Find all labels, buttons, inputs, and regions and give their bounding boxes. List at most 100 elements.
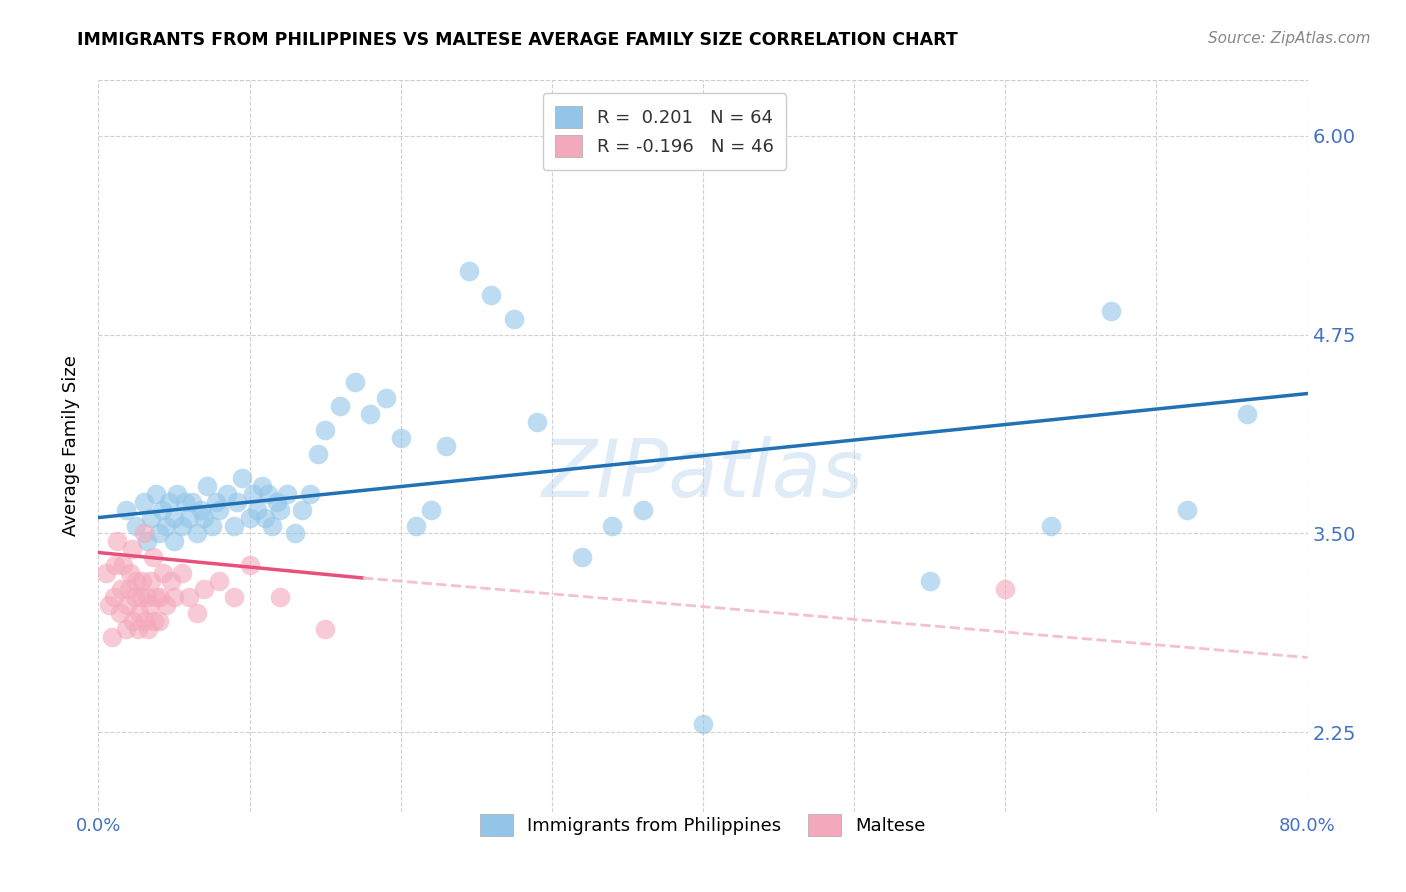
Point	[124, 590, 146, 604]
Point	[155, 518, 177, 533]
Point	[284, 526, 307, 541]
Point	[128, 606, 150, 620]
Point	[299, 486, 322, 500]
Point	[103, 590, 125, 604]
Point	[266, 494, 288, 508]
Point	[314, 622, 336, 636]
Point	[179, 510, 201, 524]
Point	[135, 534, 157, 549]
Point	[344, 376, 367, 390]
Point	[131, 574, 153, 589]
Point	[105, 534, 128, 549]
Point	[149, 590, 172, 604]
Point	[150, 502, 173, 516]
Point	[420, 502, 443, 516]
Point	[132, 526, 155, 541]
Point	[120, 566, 142, 581]
Point	[250, 479, 273, 493]
Point	[208, 574, 231, 589]
Point	[631, 502, 654, 516]
Point	[125, 518, 148, 533]
Point	[141, 510, 163, 524]
Point	[1236, 407, 1258, 421]
Point	[127, 622, 149, 636]
Point	[195, 479, 218, 493]
Point	[918, 574, 941, 589]
Point	[205, 494, 228, 508]
Point	[307, 447, 329, 461]
Point	[114, 622, 136, 636]
Point	[108, 606, 131, 620]
Point	[262, 518, 284, 533]
Point	[374, 392, 396, 406]
Point	[269, 590, 291, 604]
Point	[179, 590, 201, 604]
Point	[110, 582, 132, 596]
Point	[246, 502, 269, 516]
Text: Source: ZipAtlas.com: Source: ZipAtlas.com	[1208, 31, 1371, 46]
Point	[145, 590, 167, 604]
Point	[98, 598, 121, 612]
Point	[215, 486, 238, 500]
Point	[115, 598, 138, 612]
Point	[193, 582, 215, 596]
Point	[135, 590, 157, 604]
Point	[148, 526, 170, 541]
Point	[159, 494, 181, 508]
Point	[405, 518, 427, 533]
Point	[276, 486, 298, 500]
Point	[1175, 502, 1198, 516]
Point	[242, 486, 264, 500]
Point	[224, 590, 246, 604]
Point	[239, 558, 262, 573]
Point	[526, 415, 548, 429]
Point	[111, 558, 134, 573]
Point	[173, 494, 195, 508]
Point	[1039, 518, 1062, 533]
Text: ZIPatlas: ZIPatlas	[541, 436, 865, 515]
Point	[571, 550, 593, 565]
Point	[329, 399, 352, 413]
Point	[125, 574, 148, 589]
Point	[163, 534, 186, 549]
Point	[142, 550, 165, 565]
Point	[231, 471, 253, 485]
Point	[118, 582, 141, 596]
Point	[136, 622, 159, 636]
Point	[101, 630, 124, 644]
Point	[132, 494, 155, 508]
Point	[481, 288, 503, 302]
Point	[170, 518, 193, 533]
Point	[148, 614, 170, 628]
Point	[389, 431, 412, 445]
Point	[503, 311, 526, 326]
Point	[160, 574, 183, 589]
Point	[457, 264, 479, 278]
Legend: Immigrants from Philippines, Maltese: Immigrants from Philippines, Maltese	[470, 803, 936, 847]
Point	[186, 526, 208, 541]
Point	[190, 502, 212, 516]
Text: IMMIGRANTS FROM PHILIPPINES VS MALTESE AVERAGE FAMILY SIZE CORRELATION CHART: IMMIGRANTS FROM PHILIPPINES VS MALTESE A…	[77, 31, 957, 49]
Point	[226, 494, 249, 508]
Point	[692, 717, 714, 731]
Point	[239, 510, 262, 524]
Point	[94, 566, 117, 581]
Point	[163, 590, 186, 604]
Point	[145, 486, 167, 500]
Point	[121, 542, 143, 557]
Point	[269, 502, 291, 516]
Point	[141, 574, 163, 589]
Point	[114, 502, 136, 516]
Point	[602, 518, 624, 533]
Y-axis label: Average Family Size: Average Family Size	[62, 356, 80, 536]
Point	[166, 486, 188, 500]
Point	[360, 407, 382, 421]
Point	[256, 486, 278, 500]
Point	[434, 439, 457, 453]
Point	[1099, 303, 1122, 318]
Point	[152, 566, 174, 581]
Point	[104, 558, 127, 573]
Point	[143, 614, 166, 628]
Point	[314, 423, 336, 437]
Point	[170, 566, 193, 581]
